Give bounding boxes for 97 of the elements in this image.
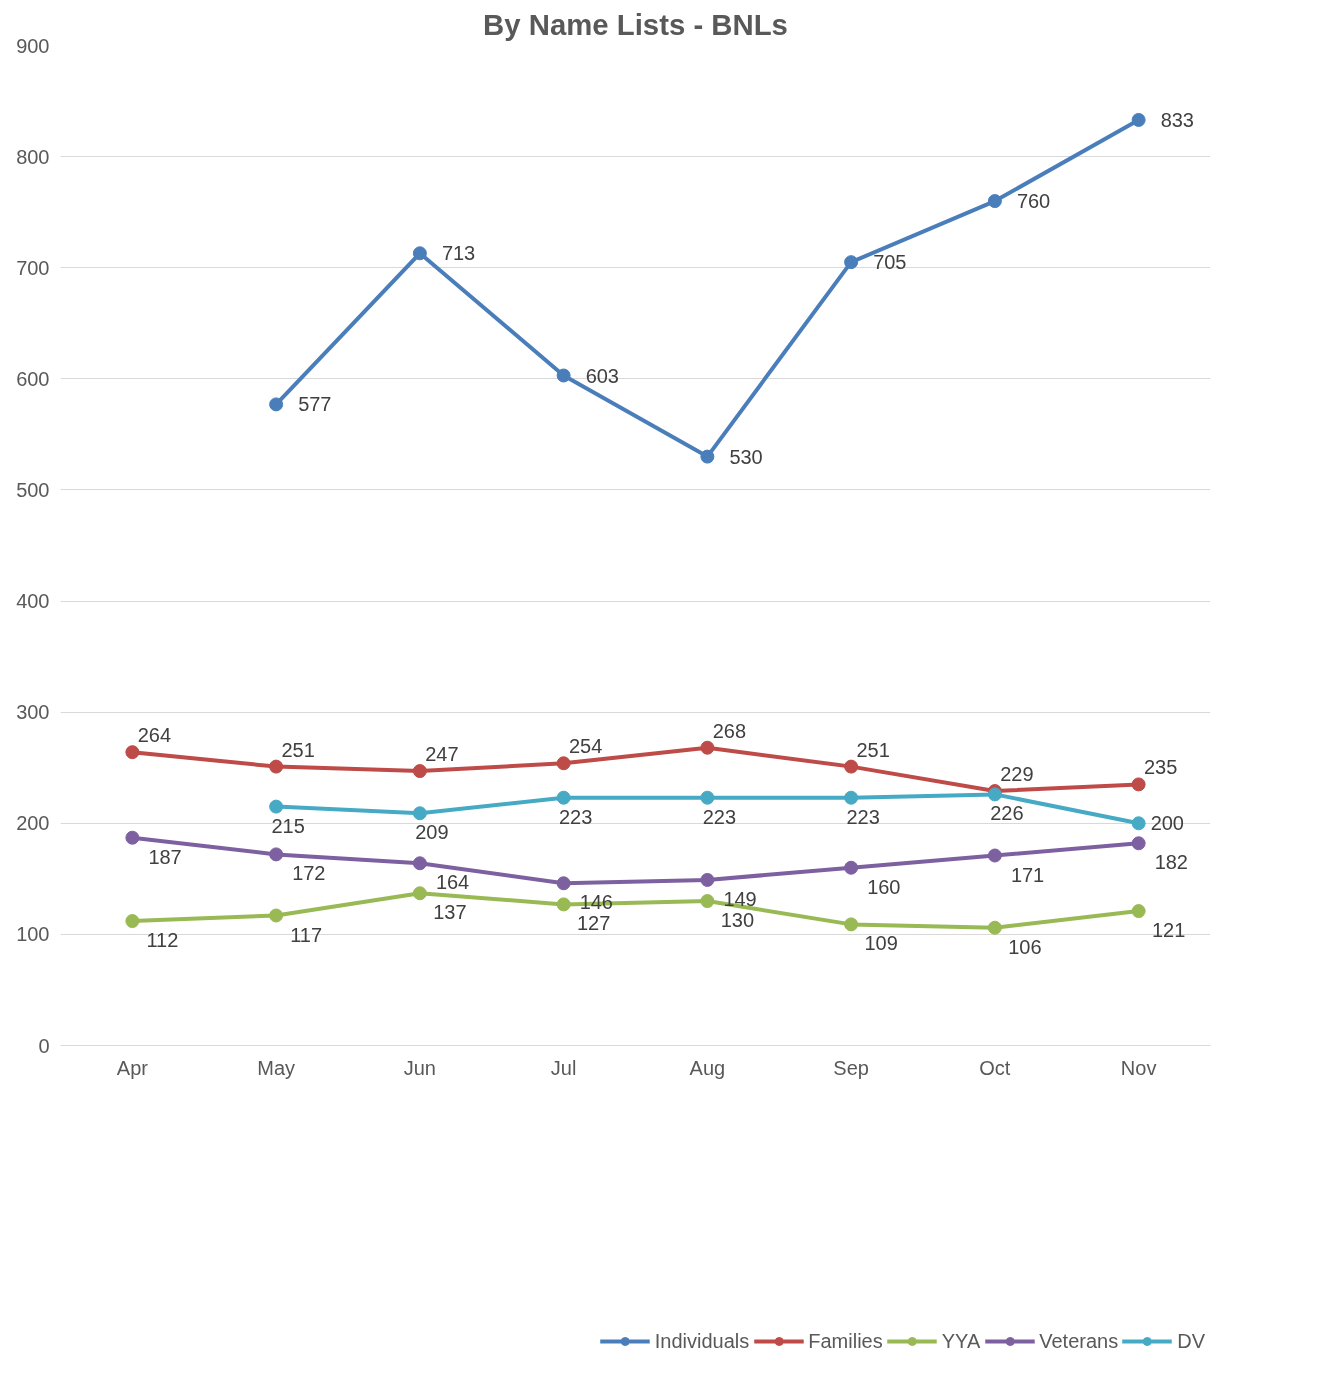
point: [556, 756, 571, 771]
point: [269, 397, 284, 412]
data-label: 226: [990, 802, 1024, 825]
point: [125, 745, 140, 760]
legend-label: Families: [808, 1329, 883, 1353]
point: [125, 914, 140, 929]
point: [1131, 816, 1146, 831]
data-label: 251: [856, 738, 890, 761]
point: [844, 255, 859, 270]
point: [269, 847, 284, 862]
data-label: 530: [729, 445, 763, 468]
y-tick-label: 400: [16, 590, 50, 613]
data-label: 833: [1160, 108, 1194, 131]
data-label: 121: [1151, 919, 1186, 942]
point: [700, 894, 715, 909]
legend-label: Veterans: [1039, 1329, 1119, 1353]
data-label: 109: [864, 932, 898, 955]
data-label: 247: [425, 743, 459, 766]
point: [269, 799, 284, 814]
y-tick-label: 200: [16, 812, 50, 835]
point: [987, 848, 1002, 863]
point: [269, 759, 284, 774]
point: [987, 920, 1002, 935]
data-label: 264: [137, 724, 172, 747]
point: [844, 759, 859, 774]
point: [1131, 904, 1146, 919]
x-tick-label: Jun: [403, 1056, 436, 1079]
data-label: 149: [723, 887, 757, 910]
point: [125, 830, 140, 845]
x-tick-label: Oct: [979, 1056, 1011, 1079]
point: [556, 876, 571, 891]
point: [1131, 836, 1146, 851]
y-tick-label: 900: [16, 34, 50, 57]
data-label: 182: [1154, 851, 1188, 874]
data-label: 705: [873, 251, 907, 274]
data-label: 223: [558, 805, 593, 828]
data-label: 251: [281, 738, 315, 761]
point: [556, 790, 571, 805]
data-label: 713: [441, 242, 476, 265]
point: [844, 790, 859, 805]
data-label: 127: [576, 912, 611, 935]
point: [1131, 777, 1146, 792]
point: [700, 449, 715, 464]
data-label: 137: [433, 901, 467, 924]
data-label: 164: [435, 871, 470, 894]
data-label: 130: [720, 909, 755, 932]
point: [269, 908, 284, 923]
point: [412, 764, 427, 779]
point: [556, 897, 571, 912]
data-label: 223: [846, 805, 880, 828]
point: [700, 872, 715, 887]
point: [700, 740, 715, 755]
data-label: 187: [148, 845, 182, 868]
legend-label: DV: [1177, 1329, 1205, 1353]
data-label: 223: [702, 805, 737, 828]
x-tick-label: Aug: [689, 1056, 726, 1079]
data-label: 254: [568, 735, 603, 758]
data-label: 171: [1010, 863, 1045, 886]
data-label: 215: [271, 814, 305, 837]
y-tick-label: 0: [38, 1034, 50, 1057]
data-label: 117: [290, 923, 323, 946]
x-tick-label: May: [257, 1056, 296, 1079]
y-tick-label: 600: [16, 367, 50, 390]
point: [700, 790, 715, 805]
data-label: 112: [146, 929, 179, 952]
x-tick-label: Jul: [550, 1056, 577, 1079]
data-label: 235: [1143, 756, 1178, 779]
x-tick-label: Sep: [833, 1056, 869, 1079]
point: [412, 856, 427, 871]
point: [412, 886, 427, 901]
point: [844, 917, 859, 932]
data-label: 160: [867, 875, 901, 898]
data-label: 172: [292, 862, 326, 885]
x-tick-label: Nov: [1120, 1056, 1157, 1079]
y-tick-label: 500: [16, 478, 50, 501]
data-label: 106: [1008, 935, 1042, 958]
x-tick-label: Apr: [116, 1056, 149, 1079]
legend-label: Individuals: [654, 1329, 750, 1353]
point: [412, 246, 427, 261]
point: [556, 368, 571, 383]
data-label: 760: [1016, 190, 1051, 213]
chart-title: By Name Lists - BNLs: [483, 7, 788, 41]
legend-label: YYA: [941, 1329, 981, 1353]
point: [844, 860, 859, 875]
y-tick-label: 800: [16, 145, 50, 168]
data-label: 200: [1150, 812, 1184, 835]
y-tick-label: 100: [16, 923, 50, 946]
data-label: 577: [298, 393, 332, 416]
point: [412, 806, 427, 821]
y-tick-label: 700: [16, 256, 50, 279]
data-label: 229: [1000, 763, 1034, 786]
data-label: 209: [415, 821, 449, 844]
data-label: 268: [712, 719, 747, 742]
y-tick-label: 300: [16, 701, 50, 724]
point: [1131, 112, 1146, 127]
point: [987, 194, 1002, 209]
data-label: 603: [585, 364, 619, 387]
